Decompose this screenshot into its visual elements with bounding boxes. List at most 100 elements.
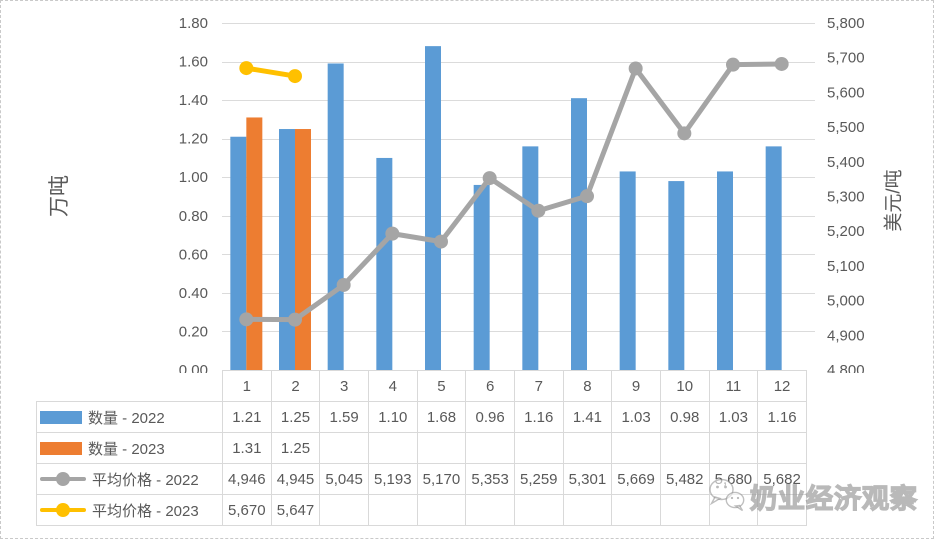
value-cell: 1.41 [562,401,613,433]
value-cell [659,494,710,526]
left-axis-tick-label: 0.20 [179,323,208,340]
table-corner-blank [37,371,223,402]
month-label: 4 [367,370,418,402]
value-cell: 4,946 [222,463,272,495]
legend-line-swatch [40,503,86,517]
right-axis-tick-label: 5,600 [827,84,865,101]
data-point-marker [580,189,594,204]
legend-label: 平均价格 - 2022 [92,471,199,489]
data-point-marker [434,234,448,249]
bar [327,63,344,370]
legend-cell: 平均价格 - 2022 [36,463,223,495]
data-point-marker [336,277,351,292]
right-axis-tick-label: 5,100 [827,258,865,275]
value-cell [416,432,467,464]
legend-key: 数量 - 2022 [38,407,222,428]
value-cell [319,494,369,526]
left-axis-tick-label: 1.80 [179,15,208,32]
data-point-marker [288,69,302,84]
right-axis-tick-label: 4,900 [827,327,865,344]
value-cell: 0.96 [465,401,515,433]
bar [425,46,441,371]
data-point-marker [726,57,740,72]
data-point-marker [239,61,254,76]
bar [230,136,247,370]
data-point-marker [628,61,643,76]
data-point-marker [482,171,497,186]
value-cell: 5,353 [465,463,515,495]
value-cell: 5,259 [513,463,564,495]
value-cell [659,432,710,464]
table-row: 平均价格 - 2022 4,946 4,945 5,045 5,193 5,170 5,35… [36,463,807,495]
month-label: 5 [416,370,467,402]
legend-cell: 数量 - 2022 [36,401,223,433]
bar [376,157,393,370]
right-axis-tick-label: 5,300 [827,189,865,206]
value-cell: 5,670 [222,494,272,526]
legend-key: 数量 - 2023 [38,438,222,459]
value-cell [465,494,515,526]
month-label: 7 [513,370,564,402]
right-axis-tick-label: 5,400 [827,154,865,171]
left-axis-tick-label: 1.40 [179,92,208,109]
data-point-marker [239,312,254,327]
line-series [243,61,785,323]
data-point-marker [531,203,546,218]
bar [522,146,539,370]
value-cell: 1.16 [757,401,807,433]
value-cell: 5,045 [319,463,369,495]
value-cell: 5,647 [270,494,321,526]
value-cell [416,494,467,526]
bar [668,181,685,370]
legend-key: 平均价格 - 2023 [38,500,222,521]
bar [571,98,587,370]
value-cell: 5,482 [659,463,710,495]
combo-chart-plot: 0.00 0.20 0.40 0.60 0.80 1.00 1.20 1.40 1.60 1.80… [179,15,865,373]
data-point-marker [288,312,302,327]
value-cell [319,432,369,464]
value-cell: 0.98 [659,401,710,433]
legend-marker [56,472,70,486]
right-axis-tick-label: 5,500 [827,119,865,136]
bar [717,171,733,370]
legend-marker [56,503,70,517]
legend-label: 平均价格 - 2023 [92,502,199,520]
value-cell [513,432,564,464]
value-cell [562,432,613,464]
left-axis-tick-label: 1.00 [179,169,208,186]
bar [619,171,636,370]
value-cell: 1.68 [416,401,467,433]
value-cell: 1.59 [319,401,369,433]
value-cell: 1.03 [611,401,661,433]
month-label: 2 [270,370,321,402]
month-label: 6 [465,370,515,402]
right-axis-tick-label: 5,700 [827,50,865,67]
left-axis-tick-label: 1.20 [179,131,208,148]
right-axis-tick-label: 4,800 [827,362,865,373]
value-cell [367,432,418,464]
value-cell: 1.16 [513,401,564,433]
value-cell: 5,669 [611,463,661,495]
value-cell [367,494,418,526]
left-axis-tick-label: 1.60 [179,54,208,71]
table-row: 数量 - 2023 1.31 1.25 [36,432,807,464]
value-cell [465,432,515,464]
month-label: 11 [708,370,759,402]
value-cell: 5,680 [708,463,759,495]
bar [246,117,263,370]
bar [295,129,311,370]
left-axis-tick-label: 0.40 [179,285,208,302]
right-axis-title: 美元/吨 [883,169,905,232]
value-cell [757,432,807,464]
data-point-marker [677,126,692,141]
data-point-marker [774,56,789,71]
bar [473,184,490,370]
value-cell [708,432,759,464]
value-cell [611,494,661,526]
chart-data-table: 1 2 3 4 5 6 7 8 9 10 11 12 数量 - 2022 1.21 1.25 1.59 1.10… [36,370,807,526]
month-label: 12 [757,370,807,402]
left-axis-tick-label: 0.60 [179,246,208,263]
value-cell: 1.31 [222,432,272,464]
value-cell: 5,170 [416,463,467,495]
